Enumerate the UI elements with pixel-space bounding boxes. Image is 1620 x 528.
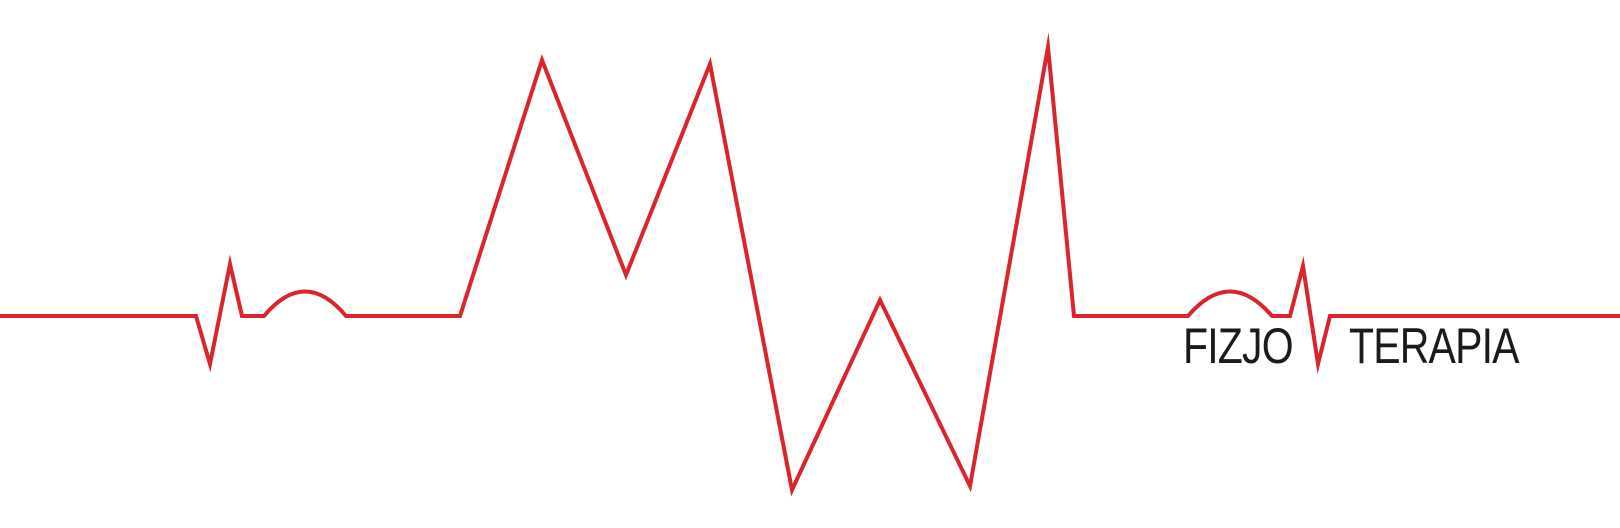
logo-word-fizjo: FIZJO (1183, 318, 1294, 374)
heartbeat-line (0, 32, 1620, 497)
logo-word-terapia: TERAPIA (1349, 318, 1520, 374)
